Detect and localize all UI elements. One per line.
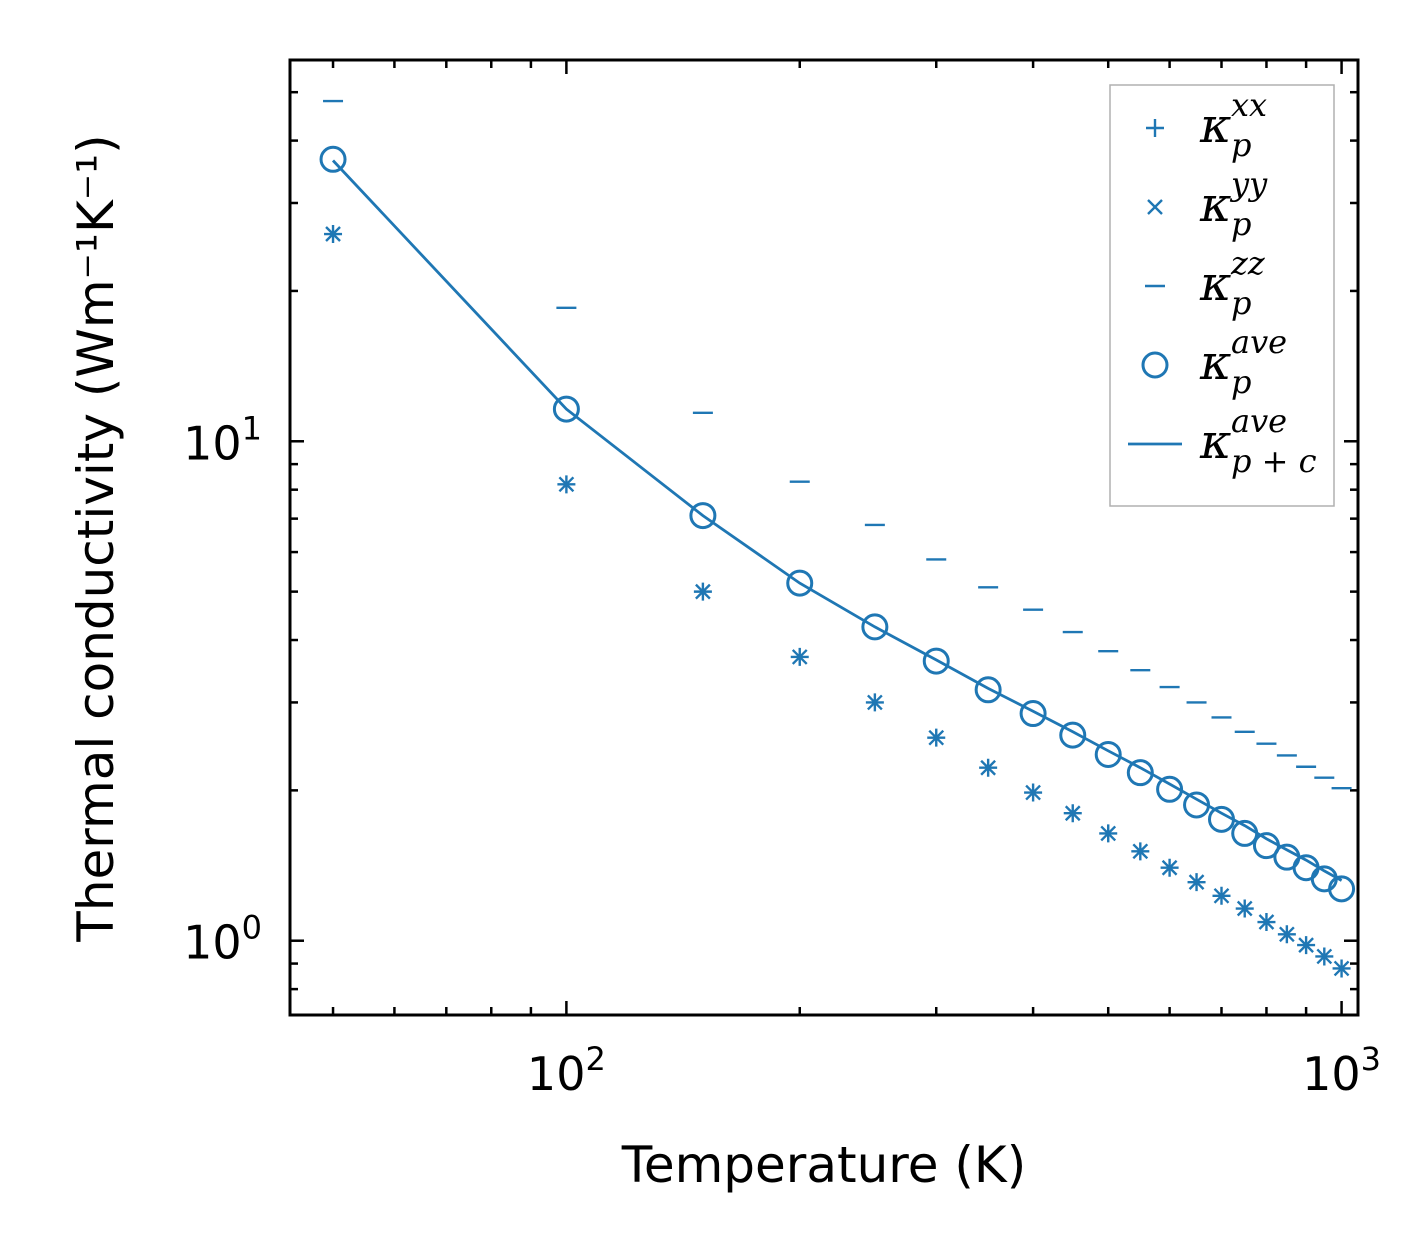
legend-label-pc-ave: κave p + c (1199, 402, 1317, 480)
point-p-ave (1126, 759, 1154, 787)
point-p-ave (974, 676, 1002, 704)
point-p-yy (1213, 887, 1230, 904)
point-p-ave (861, 613, 889, 641)
point-p-yy (325, 226, 341, 242)
point-p-yy (928, 729, 945, 746)
point-p-ave (1207, 805, 1235, 833)
plot-frame (288, 58, 1360, 1017)
legend-box (1109, 84, 1335, 507)
point-p-ave (319, 145, 347, 173)
legend-label-p-xx: κxx p (1199, 86, 1267, 164)
x-tick-label: 103 (1302, 1040, 1381, 1101)
series-pc-ave (331, 159, 1343, 882)
point-p-yy (791, 649, 808, 665)
x-tick-label: 102 (527, 1040, 606, 1101)
y-tick-label: 100 (183, 909, 262, 970)
point-p-yy (867, 694, 883, 711)
plot-data (319, 99, 1356, 978)
legend-marker-p-yy (1147, 199, 1163, 215)
point-p-yy (1333, 960, 1350, 977)
legend-label-p-ave: κave p (1199, 323, 1287, 401)
point-p-ave (1019, 700, 1047, 728)
series-p-yy (325, 226, 1350, 977)
point-p-ave (922, 647, 950, 675)
x-axis-title: Temperature (K) (621, 1136, 1026, 1194)
legend-marker-p-xx (1146, 119, 1164, 137)
legend-label-p-zz: κzz p (1199, 244, 1266, 322)
series-line-pc-ave (331, 159, 1343, 882)
point-p-yy (1188, 874, 1205, 890)
point-p-yy (1236, 900, 1253, 917)
point-p-yy (1025, 784, 1041, 801)
point-p-yy (1161, 859, 1178, 876)
point-p-ave (689, 502, 717, 530)
series-p-zz (323, 99, 1352, 790)
point-p-ave (552, 395, 580, 423)
point-p-yy (1316, 948, 1333, 965)
y-tick-label: 101 (183, 409, 262, 470)
legend-marker-p-ave (1141, 351, 1169, 379)
point-p-ave (1059, 721, 1087, 749)
point-p-ave (1328, 875, 1356, 903)
point-p-yy (1298, 937, 1314, 953)
point-p-yy (558, 476, 575, 493)
point-p-yy (1064, 805, 1081, 822)
y-axis-title: Thermal conductivity (Wm⁻¹K⁻¹) (67, 134, 125, 942)
point-p-yy (1258, 914, 1275, 930)
y-tick-labels: 100 101 (183, 409, 262, 969)
point-p-yy (1279, 926, 1295, 943)
x-tick-labels: 102 103 (527, 1040, 1381, 1101)
point-p-yy (1100, 825, 1117, 842)
point-p-ave (1094, 740, 1122, 768)
point-p-yy (1132, 843, 1149, 860)
point-p-yy (980, 759, 996, 776)
legend-label-p-yy: κyy p (1199, 165, 1268, 243)
point-p-ave (786, 569, 814, 597)
point-p-yy (695, 583, 711, 600)
